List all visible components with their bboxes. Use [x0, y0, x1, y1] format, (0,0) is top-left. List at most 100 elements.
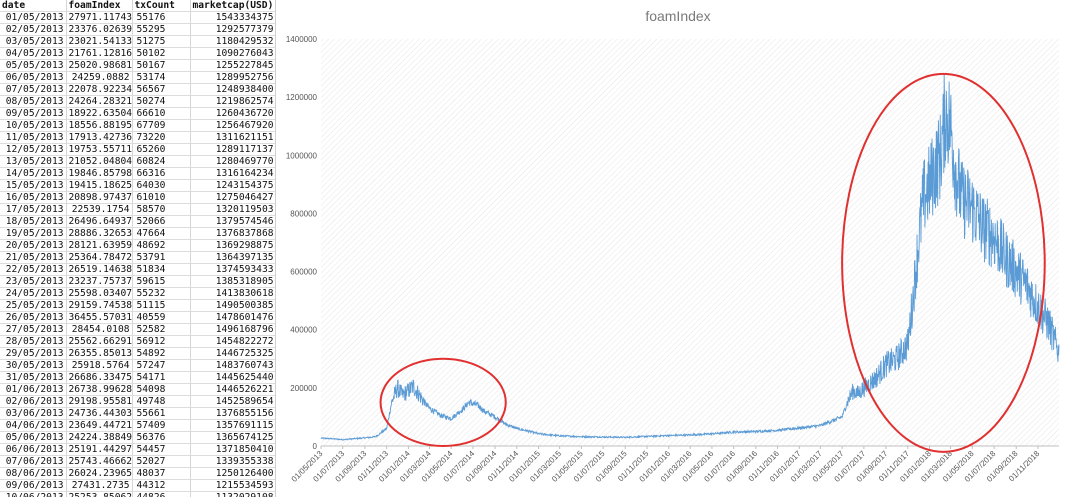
- cell-date[interactable]: 04/05/2013: [0, 47, 67, 61]
- cell-date[interactable]: 04/06/2013: [0, 419, 67, 433]
- table-row[interactable]: 30/05/2013 25918.5764 57247 1483760743: [0, 359, 275, 373]
- cell-date[interactable]: 31/05/2013: [0, 371, 67, 385]
- cell-foamindex[interactable]: 19753.55711: [66, 143, 133, 157]
- table-row[interactable]: 11/05/2013 17913.42736 73220 1311621151: [0, 131, 275, 145]
- cell-marketcap[interactable]: 1316164234: [190, 167, 275, 181]
- cell-txcount[interactable]: 55661: [132, 407, 191, 421]
- table-row[interactable]: 08/06/2013 26024.23965 48037 1250126400: [0, 467, 275, 481]
- cell-txcount[interactable]: 50167: [132, 59, 191, 73]
- cell-foamindex[interactable]: 28121.63959: [66, 239, 133, 253]
- cell-foamindex[interactable]: 26686.33475: [66, 371, 133, 385]
- cell-foamindex[interactable]: 22078.92234: [66, 83, 133, 97]
- table-row[interactable]: 01/05/2013 27971.11743 55176 1543334375: [0, 11, 275, 25]
- data-sheet[interactable]: date foamIndex txCount marketcap(USD) 01…: [0, 0, 276, 497]
- table-row[interactable]: 09/06/2013 27431.2735 44312 1215534593: [0, 479, 275, 493]
- cell-foamindex[interactable]: 25562.66291: [66, 335, 133, 349]
- cell-marketcap[interactable]: 1215534593: [190, 479, 275, 493]
- cell-foamindex[interactable]: 29198.95581: [66, 395, 133, 409]
- cell-marketcap[interactable]: 1311621151: [190, 131, 275, 145]
- cell-marketcap[interactable]: 1364397135: [190, 251, 275, 265]
- cell-date[interactable]: 25/05/2013: [0, 299, 67, 313]
- cell-marketcap[interactable]: 1452589654: [190, 395, 275, 409]
- cell-marketcap[interactable]: 1374593433: [190, 263, 275, 277]
- cell-txcount[interactable]: 65260: [132, 143, 191, 157]
- cell-date[interactable]: 03/06/2013: [0, 407, 67, 421]
- cell-date[interactable]: 08/05/2013: [0, 95, 67, 109]
- cell-marketcap[interactable]: 1385318905: [190, 275, 275, 289]
- table-row[interactable]: 15/05/2013 19415.18625 64030 1243154375: [0, 179, 275, 193]
- table-row[interactable]: 10/05/2013 18556.88195 67709 1256467920: [0, 119, 275, 133]
- table-row[interactable]: 07/05/2013 22078.92234 56567 1248938400: [0, 83, 275, 97]
- cell-txcount[interactable]: 57247: [132, 359, 191, 373]
- table-row[interactable]: 02/05/2013 23376.02639 55295 1292577379: [0, 23, 275, 37]
- cell-txcount[interactable]: 55295: [132, 23, 191, 37]
- cell-date[interactable]: 06/06/2013: [0, 443, 67, 457]
- cell-txcount[interactable]: 50102: [132, 47, 191, 61]
- table-row[interactable]: 12/05/2013 19753.55711 65260 1289117137: [0, 143, 275, 157]
- header-marketcap[interactable]: marketcap(USD): [190, 0, 275, 13]
- table-row[interactable]: 05/06/2013 24224.38849 56376 1365674125: [0, 431, 275, 445]
- header-foamindex[interactable]: foamIndex: [66, 0, 133, 13]
- cell-foamindex[interactable]: 23021.54133: [66, 35, 133, 49]
- table-row[interactable]: 31/05/2013 26686.33475 54171 1445625440: [0, 371, 275, 385]
- cell-txcount[interactable]: 55232: [132, 287, 191, 301]
- table-row[interactable]: 24/05/2013 25598.03407 55232 1413830618: [0, 287, 275, 301]
- table-row[interactable]: 01/06/2013 26738.99628 54098 1446526221: [0, 383, 275, 397]
- cell-foamindex[interactable]: 20898.97437: [66, 191, 133, 205]
- cell-marketcap[interactable]: 1454822272: [190, 335, 275, 349]
- cell-date[interactable]: 17/05/2013: [0, 203, 67, 217]
- cell-date[interactable]: 13/05/2013: [0, 155, 67, 169]
- cell-marketcap[interactable]: 1219862574: [190, 95, 275, 109]
- table-row[interactable]: 04/05/2013 21761.12816 50102 1090276043: [0, 47, 275, 61]
- table-row[interactable]: 26/05/2013 36455.57031 40559 1478601476: [0, 311, 275, 325]
- cell-txcount[interactable]: 66316: [132, 167, 191, 181]
- cell-marketcap[interactable]: 1446526221: [190, 383, 275, 397]
- cell-marketcap[interactable]: 1376855156: [190, 407, 275, 421]
- cell-foamindex[interactable]: 22539.1754: [66, 203, 133, 217]
- cell-txcount[interactable]: 54098: [132, 383, 191, 397]
- cell-foamindex[interactable]: 26024.23965: [66, 467, 133, 481]
- cell-marketcap[interactable]: 1289952756: [190, 71, 275, 85]
- cell-date[interactable]: 23/05/2013: [0, 275, 67, 289]
- table-row[interactable]: 06/06/2013 25191.44297 54457 1371850410: [0, 443, 275, 457]
- cell-foamindex[interactable]: 28454.0108: [66, 323, 133, 337]
- cell-txcount[interactable]: 52582: [132, 323, 191, 337]
- cell-txcount[interactable]: 55176: [132, 11, 191, 25]
- cell-date[interactable]: 24/05/2013: [0, 287, 67, 301]
- table-row[interactable]: 07/06/2013 25743.46662 52027 1339355338: [0, 455, 275, 469]
- table-row[interactable]: 04/06/2013 23649.44721 57409 1357691115: [0, 419, 275, 433]
- table-row[interactable]: 16/05/2013 20898.97437 61010 1275046427: [0, 191, 275, 205]
- table-row[interactable]: 08/05/2013 24264.28321 50274 1219862574: [0, 95, 275, 109]
- cell-foamindex[interactable]: 18556.88195: [66, 119, 133, 133]
- table-row[interactable]: 27/05/2013 28454.0108 52582 1496168796: [0, 323, 275, 337]
- cell-foamindex[interactable]: 26519.14638: [66, 263, 133, 277]
- chart-area[interactable]: foamIndex 0 200000 400000 600000 800000 10000…: [277, 0, 1080, 497]
- cell-marketcap[interactable]: 1280469770: [190, 155, 275, 169]
- cell-txcount[interactable]: 53174: [132, 71, 191, 85]
- cell-marketcap[interactable]: 1365674125: [190, 431, 275, 445]
- cell-date[interactable]: 20/05/2013: [0, 239, 67, 253]
- cell-foamindex[interactable]: 25918.5764: [66, 359, 133, 373]
- cell-foamindex[interactable]: 23237.75737: [66, 275, 133, 289]
- cell-txcount[interactable]: 48037: [132, 467, 191, 481]
- cell-txcount[interactable]: 47664: [132, 227, 191, 241]
- cell-date[interactable]: 28/05/2013: [0, 335, 67, 349]
- cell-date[interactable]: 29/05/2013: [0, 347, 67, 361]
- cell-date[interactable]: 14/05/2013: [0, 167, 67, 181]
- cell-date[interactable]: 16/05/2013: [0, 191, 67, 205]
- cell-foamindex[interactable]: 24224.38849: [66, 431, 133, 445]
- table-row[interactable]: 10/06/201325253.85062448261132029108: [0, 491, 275, 497]
- cell-foamindex[interactable]: 25020.98681: [66, 59, 133, 73]
- table-row[interactable]: 03/06/2013 24736.44303 55661 1376855156: [0, 407, 275, 421]
- cell-txcount[interactable]: 56912: [132, 335, 191, 349]
- cell-foamindex[interactable]: 25743.46662: [66, 455, 133, 469]
- cell-date[interactable]: 09/05/2013: [0, 107, 67, 121]
- cell-date[interactable]: 15/05/2013: [0, 179, 67, 193]
- cell-marketcap[interactable]: 1483760743: [190, 359, 275, 373]
- table-row[interactable]: 19/05/2013 28886.32653 47664 1376837868: [0, 227, 275, 241]
- cell-foamindex[interactable]: 19415.18625: [66, 179, 133, 193]
- table-row[interactable]: 28/05/2013 25562.66291 56912 1454822272: [0, 335, 275, 349]
- cell-marketcap[interactable]: 1413830618: [190, 287, 275, 301]
- cell-marketcap[interactable]: 1292577379: [190, 23, 275, 37]
- cell-marketcap[interactable]: 1376837868: [190, 227, 275, 241]
